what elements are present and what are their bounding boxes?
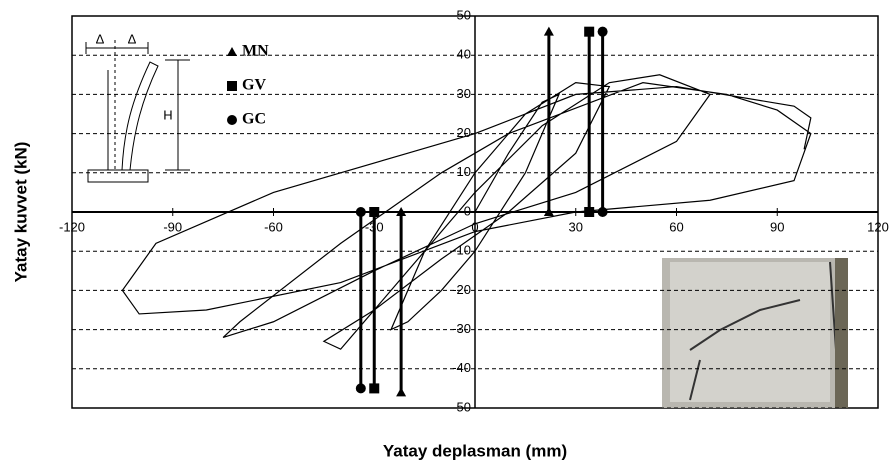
x-tick-label: -60 — [264, 219, 283, 234]
marker — [543, 207, 554, 216]
y-tick-label: -40 — [452, 360, 471, 375]
annotation: Δ — [128, 31, 137, 46]
annotation: H — [163, 107, 172, 122]
annotation: Δ — [96, 31, 105, 46]
y-tick-label: -50 — [452, 399, 471, 414]
legend-label: GC — [242, 111, 266, 128]
legend-swatch — [227, 47, 237, 56]
marker — [543, 26, 554, 36]
marker — [584, 26, 595, 37]
marker — [355, 383, 366, 394]
legend-label: GV — [242, 77, 266, 94]
hysteresis-curve — [121, 74, 812, 350]
marker — [597, 207, 608, 217]
x-tick-label: -90 — [163, 219, 182, 234]
y-tick-label: 40 — [457, 47, 471, 62]
legend-swatch — [227, 81, 237, 91]
marker — [396, 387, 407, 397]
x-tick-label: 60 — [669, 219, 683, 234]
x-tick-label: 120 — [867, 219, 889, 234]
y-tick-label: 10 — [457, 164, 471, 179]
legend-label: MN — [242, 43, 269, 60]
marker — [369, 383, 380, 394]
x-tick-label: 30 — [569, 219, 583, 234]
y-tick-label: 30 — [457, 86, 471, 101]
column-schematic — [85, 40, 190, 183]
y-tick-label: -30 — [452, 321, 471, 336]
marker — [584, 207, 595, 217]
marker — [369, 207, 380, 217]
y-tick-label: -10 — [452, 243, 471, 258]
y-tick-label: 0 — [464, 203, 471, 218]
x-tick-label: -120 — [59, 219, 85, 234]
marker — [396, 207, 407, 216]
legend-swatch — [227, 115, 237, 125]
x-tick-label: 90 — [770, 219, 784, 234]
y-tick-label: 50 — [457, 7, 471, 22]
y-tick-label: -20 — [452, 282, 471, 297]
marker — [355, 207, 366, 217]
x-axis-label: Yatay deplasman (mm) — [383, 441, 567, 460]
y-axis-label: Yatay kuvvet (kN) — [11, 142, 30, 283]
specimen-photo — [662, 258, 848, 409]
marker — [597, 26, 608, 37]
